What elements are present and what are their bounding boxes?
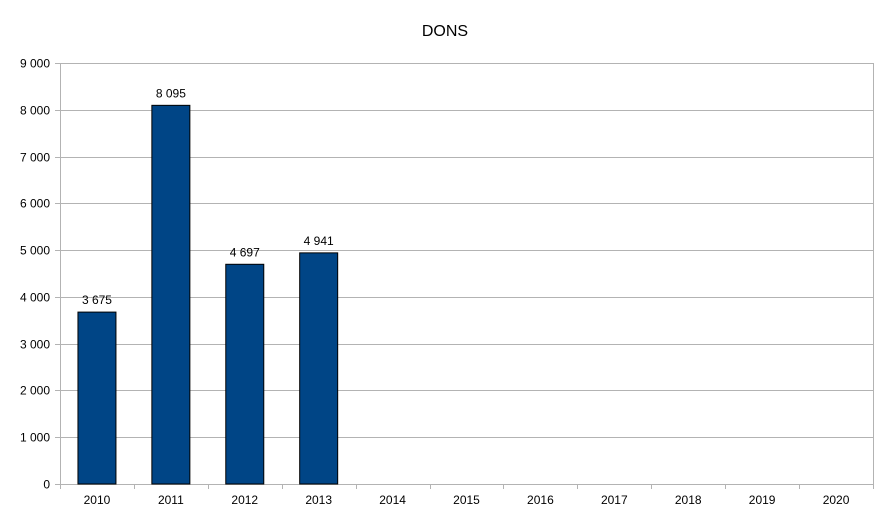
x-tick-label: 2019 — [749, 493, 776, 507]
y-tick-label: 8 000 — [20, 104, 50, 118]
x-tick-label: 2013 — [305, 493, 332, 507]
y-tick-label: 6 000 — [20, 197, 50, 211]
y-tick-labels: 0 1 000 2 000 3 000 4 000 5 000 6 000 7 000 8 00… — [20, 57, 50, 492]
y-tick-label: 2 000 — [20, 384, 50, 398]
x-tick-label: 2016 — [527, 493, 554, 507]
chart-title: DONS — [422, 23, 468, 40]
bar-2013 — [299, 252, 339, 485]
x-tick-label: 2020 — [823, 493, 850, 507]
data-label-2011: 8 095 — [156, 86, 186, 100]
bar-2010 — [77, 311, 117, 485]
data-label-2010: 3 675 — [82, 293, 112, 307]
data-labels: 3 675 8 095 4 697 4 941 — [82, 86, 334, 307]
x-tick-label: 2014 — [379, 493, 406, 507]
grid-lines — [55, 63, 873, 485]
x-tick-label: 2018 — [675, 493, 702, 507]
y-tick-label: 1 000 — [20, 431, 50, 445]
x-tick-label: 2012 — [231, 493, 258, 507]
y-tick-label: 9 000 — [20, 57, 50, 71]
x-tick-label: 2010 — [84, 493, 111, 507]
axes — [60, 63, 874, 489]
bar-2011 — [151, 104, 191, 485]
y-tick-label: 5 000 — [20, 244, 50, 258]
data-label-2012: 4 697 — [230, 245, 260, 259]
y-tick-label: 4 000 — [20, 291, 50, 305]
x-tick-label: 2015 — [453, 493, 480, 507]
y-tick-label: 3 000 — [20, 338, 50, 352]
y-tick-label: 7 000 — [20, 151, 50, 165]
x-tick-label: 2017 — [601, 493, 628, 507]
data-label-2013: 4 941 — [304, 234, 334, 248]
x-tick-label: 2011 — [158, 493, 184, 507]
bars — [77, 104, 339, 485]
y-tick-label: 0 — [43, 478, 50, 492]
bar-2012 — [225, 263, 265, 485]
x-tick-labels: 2010 2011 2012 2013 2014 2015 2016 2017 2018 2019… — [84, 493, 850, 507]
